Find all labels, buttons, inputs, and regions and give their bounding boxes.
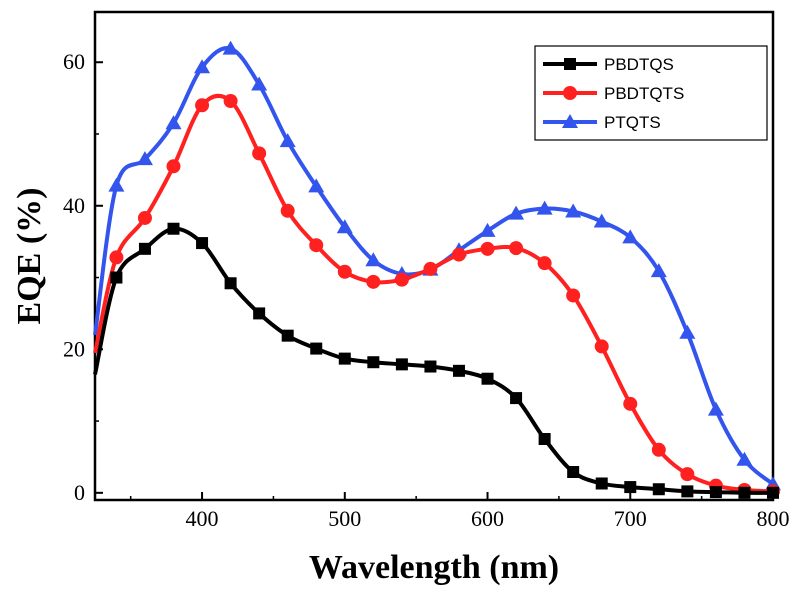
data-point <box>336 219 353 234</box>
data-point <box>194 59 211 74</box>
y-tick-label: 20 <box>63 336 85 361</box>
data-point <box>652 483 665 496</box>
data-point <box>510 392 523 405</box>
data-point <box>707 401 724 416</box>
data-point <box>165 115 182 130</box>
data-point <box>365 252 382 267</box>
series-layer <box>93 40 781 499</box>
data-point <box>253 307 266 320</box>
data-point <box>367 356 380 369</box>
y-axis-ticks: 0 20 40 60 <box>63 49 103 505</box>
data-point <box>196 237 209 250</box>
data-point <box>593 213 610 228</box>
data-point <box>366 274 381 289</box>
data-point <box>508 205 525 220</box>
data-point <box>136 151 153 166</box>
data-point <box>338 352 351 365</box>
data-point <box>650 263 667 278</box>
series-pbdtqs <box>93 222 779 499</box>
y-axis-title: EQE (%) <box>11 188 48 325</box>
data-point <box>337 264 352 279</box>
data-point <box>252 146 267 161</box>
data-point <box>537 256 552 271</box>
legend-entry: PBDTQS <box>543 55 674 74</box>
data-point <box>224 277 237 290</box>
data-point <box>709 486 722 499</box>
data-point <box>394 272 409 287</box>
y-tick-label: 40 <box>63 193 85 218</box>
data-point <box>566 288 581 303</box>
legend-entry: PTQTS <box>543 113 661 132</box>
data-point <box>451 247 466 262</box>
data-point <box>223 93 238 108</box>
data-point <box>195 98 210 113</box>
data-point <box>166 159 181 174</box>
data-point <box>594 339 609 354</box>
data-point <box>281 329 294 342</box>
series-pbdtqts <box>93 93 780 499</box>
data-point <box>395 358 408 371</box>
data-point <box>479 222 496 237</box>
legend-label: PBDTQTS <box>604 84 684 103</box>
data-point <box>680 467 695 482</box>
x-tick-label: 400 <box>186 506 219 531</box>
data-point <box>622 229 639 244</box>
data-point <box>481 372 494 385</box>
legend-marker <box>563 86 577 100</box>
data-point <box>567 466 580 479</box>
data-point <box>681 485 694 498</box>
data-point <box>767 486 779 499</box>
data-point <box>480 241 495 256</box>
data-point <box>738 486 751 499</box>
x-tick-label: 700 <box>614 506 647 531</box>
data-point <box>109 250 124 265</box>
legend: PBDTQS PBDTQTS PTQTS <box>534 45 768 141</box>
data-point <box>424 360 437 373</box>
data-point <box>251 76 268 91</box>
data-point <box>222 40 239 55</box>
x-tick-label: 800 <box>757 506 790 531</box>
data-point <box>138 242 151 255</box>
x-axis-ticks: 400 500 600 700 800 <box>129 492 790 531</box>
data-point <box>310 342 323 355</box>
legend-label: PTQTS <box>604 113 661 132</box>
data-point <box>308 178 325 193</box>
x-tick-label: 600 <box>471 506 504 531</box>
data-point <box>624 481 637 494</box>
x-tick-label: 500 <box>328 506 361 531</box>
x-axis-title: Wavelength (nm) <box>309 549 559 586</box>
legend-entry: PBDTQTS <box>543 84 684 103</box>
data-point <box>167 222 180 235</box>
data-point <box>595 477 608 490</box>
y-tick-label: 0 <box>74 480 85 505</box>
legend-marker <box>562 114 578 128</box>
data-point <box>509 241 524 256</box>
data-point <box>736 451 753 466</box>
legend-label: PBDTQS <box>604 55 674 74</box>
data-point <box>137 210 152 225</box>
legend-marker <box>564 58 576 70</box>
data-point <box>565 203 582 218</box>
data-point <box>452 364 465 377</box>
data-point <box>651 442 666 457</box>
data-point <box>538 433 551 445</box>
axes <box>93 10 775 502</box>
data-point <box>536 200 553 215</box>
data-point <box>423 261 438 276</box>
data-point <box>309 238 324 253</box>
data-point <box>279 133 296 148</box>
data-point <box>679 324 696 339</box>
plot-frame <box>93 10 775 502</box>
y-tick-label: 60 <box>63 49 85 74</box>
data-point <box>110 271 123 284</box>
data-point <box>108 177 125 192</box>
data-point <box>623 396 638 411</box>
data-point <box>280 203 295 218</box>
